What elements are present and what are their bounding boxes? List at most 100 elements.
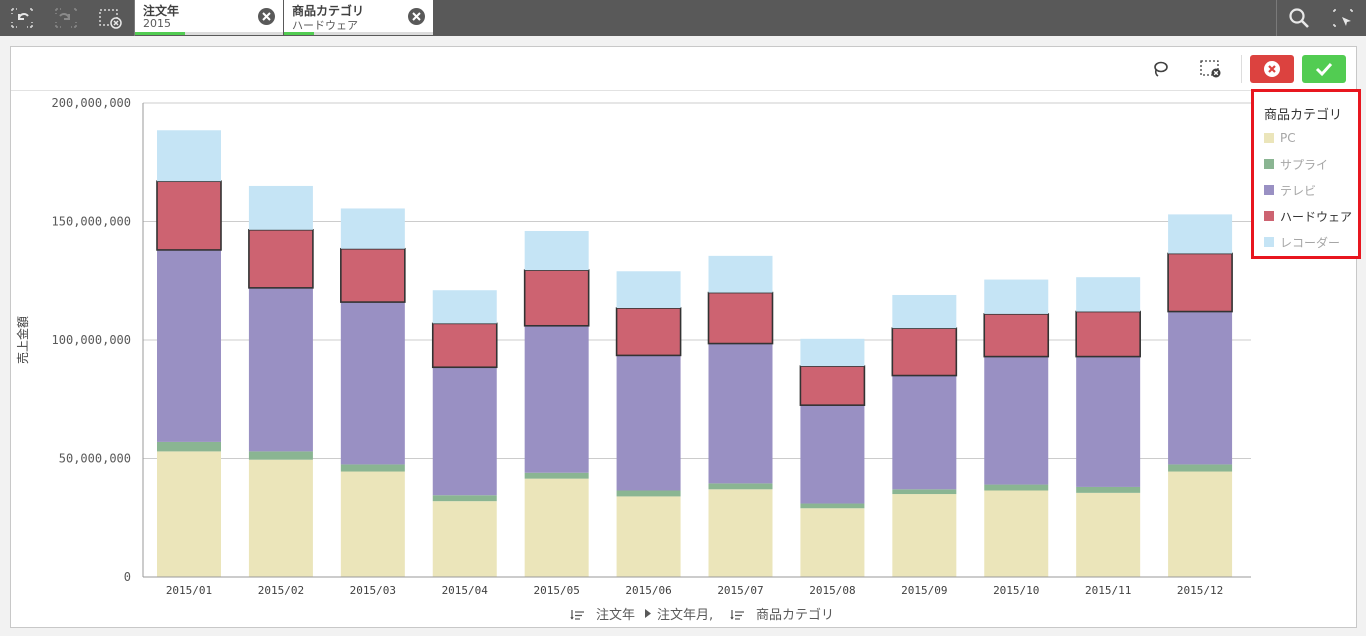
- bar-segment-tv[interactable]: [984, 356, 1049, 485]
- bar-segment-recorder[interactable]: [248, 185, 313, 230]
- toolbar-divider: [134, 0, 135, 36]
- confirm-selection-button[interactable]: [1302, 55, 1346, 83]
- bar-segment-tv[interactable]: [248, 287, 313, 452]
- bar-segment-tv[interactable]: [340, 302, 405, 465]
- bar-segment-supply[interactable]: [432, 495, 497, 502]
- selection-chip-order-year[interactable]: 注文年 2015: [135, 0, 283, 35]
- bar-segment-pc[interactable]: [892, 494, 957, 577]
- bar-segment-supply[interactable]: [708, 483, 773, 490]
- bar-segment-hardware[interactable]: [431, 322, 498, 369]
- bar-segment-recorder[interactable]: [157, 130, 221, 182]
- bar-segment-supply[interactable]: [616, 490, 681, 497]
- legend: 商品カテゴリ PC サプライ テレビ ハードウェア レコーダー: [1251, 89, 1361, 259]
- close-icon[interactable]: [408, 8, 425, 25]
- bar-segment-pc[interactable]: [248, 459, 313, 577]
- y-tick-label: 0: [124, 570, 131, 584]
- legend-item-pc[interactable]: PC: [1264, 130, 1296, 146]
- legend-item-tv[interactable]: テレビ: [1264, 182, 1316, 198]
- bar-segment-supply[interactable]: [1168, 464, 1233, 472]
- cancel-selection-button[interactable]: [1250, 55, 1294, 83]
- top-toolbar: 注文年 2015 商品カテゴリ ハードウェア: [0, 0, 1366, 36]
- legend-item-recorder[interactable]: レコーダー: [1264, 234, 1340, 250]
- bar-segment-hardware[interactable]: [1167, 252, 1233, 313]
- bar-segment-supply[interactable]: [340, 464, 405, 472]
- selection-chip-product-category[interactable]: 商品カテゴリ ハードウェア: [284, 0, 433, 35]
- bar-segment-tv[interactable]: [708, 343, 773, 484]
- selection-tool-icon[interactable]: [1323, 0, 1363, 36]
- legend-label: サプライ: [1280, 157, 1329, 172]
- bar-segment-tv[interactable]: [616, 355, 681, 491]
- clear-selection-icon[interactable]: [1198, 57, 1224, 81]
- bar-segment-supply[interactable]: [984, 484, 1049, 491]
- legend-label: PC: [1280, 131, 1296, 145]
- bar-segment-supply[interactable]: [248, 451, 313, 460]
- stacked-bar-chart[interactable]: 0 50,000,000 100,000,000 150,000,000 200,000…: [11, 47, 1251, 629]
- y-tick-label: 150,000,000: [52, 215, 131, 229]
- close-icon[interactable]: [258, 8, 275, 25]
- bar-segment-recorder[interactable]: [1076, 277, 1141, 312]
- bar-segment-pc[interactable]: [616, 496, 681, 577]
- bar-segment-hardware[interactable]: [707, 291, 774, 345]
- bar-segment-pc[interactable]: [432, 501, 497, 577]
- bar-segment-pc[interactable]: [984, 490, 1049, 577]
- x-axis-title-field: 注文年: [596, 608, 635, 623]
- bar-segment-supply[interactable]: [892, 489, 957, 495]
- legend-item-supply[interactable]: サプライ: [1264, 156, 1328, 172]
- bar-segment-supply[interactable]: [524, 472, 589, 479]
- x-tick-label: 2015/11: [1085, 584, 1131, 597]
- bar-segment-tv[interactable]: [1168, 311, 1233, 465]
- bar-segment-hardware[interactable]: [799, 365, 866, 406]
- bar-segment-supply[interactable]: [800, 503, 865, 509]
- bar-segment-recorder[interactable]: [616, 271, 681, 309]
- cancel-icon: [1264, 61, 1280, 77]
- bar-segment-hardware[interactable]: [891, 327, 958, 377]
- selection-value: 2015: [143, 17, 171, 30]
- bar-segment-pc[interactable]: [1076, 492, 1141, 577]
- bar-segment-hardware[interactable]: [248, 228, 314, 289]
- lasso-icon[interactable]: [1147, 57, 1173, 81]
- x-tick-label: 2015/12: [1177, 584, 1223, 597]
- x-tick-label: 2015/04: [442, 584, 489, 597]
- step-back-icon[interactable]: [2, 0, 42, 36]
- bar-segment-hardware[interactable]: [983, 313, 1050, 358]
- bar-segment-hardware[interactable]: [523, 269, 590, 327]
- bar-segment-hardware[interactable]: [615, 307, 682, 357]
- legend-item-hardware[interactable]: ハードウェア: [1264, 208, 1352, 224]
- bar-segment-tv[interactable]: [1076, 356, 1141, 487]
- bar-segment-supply[interactable]: [1076, 486, 1141, 493]
- y-axis-title: 売上金額: [15, 316, 30, 364]
- bar-segment-supply[interactable]: [157, 441, 221, 452]
- bar-segment-hardware[interactable]: [340, 247, 406, 303]
- x-tick-label: 2015/10: [993, 584, 1039, 597]
- bar-segment-recorder[interactable]: [340, 208, 405, 249]
- bar-segment-pc[interactable]: [800, 508, 865, 577]
- bar-segment-hardware[interactable]: [156, 180, 222, 251]
- bar-segment-tv[interactable]: [892, 375, 957, 490]
- search-icon[interactable]: [1279, 0, 1319, 36]
- toolbar-divider: [1241, 55, 1242, 83]
- bar-segment-recorder[interactable]: [1168, 214, 1233, 254]
- selection-toolbar: [11, 47, 1356, 91]
- bar-segment-pc[interactable]: [524, 478, 589, 577]
- bar-segment-recorder[interactable]: [800, 338, 865, 367]
- bar-segment-pc[interactable]: [1168, 471, 1233, 577]
- bar-segment-recorder[interactable]: [432, 290, 497, 324]
- y-tick-label: 200,000,000: [52, 96, 131, 110]
- bar-segment-tv[interactable]: [800, 405, 865, 504]
- bar-segment-pc[interactable]: [157, 451, 221, 577]
- bar-segment-recorder[interactable]: [984, 279, 1049, 314]
- bar-segment-recorder[interactable]: [708, 255, 773, 293]
- bar-segment-recorder[interactable]: [892, 294, 957, 329]
- bar-segment-pc[interactable]: [708, 489, 773, 577]
- bar-segment-tv[interactable]: [157, 249, 221, 442]
- legend-swatch: [1264, 133, 1274, 143]
- selection-bar: [135, 32, 283, 35]
- bar-segment-hardware[interactable]: [1075, 310, 1141, 358]
- bar-segment-recorder[interactable]: [524, 230, 589, 271]
- bar-segment-tv[interactable]: [432, 367, 497, 496]
- bar-segment-pc[interactable]: [340, 471, 405, 577]
- drilldown-arrow-icon: [645, 609, 651, 618]
- step-forward-icon[interactable]: [46, 0, 86, 36]
- bar-segment-tv[interactable]: [524, 325, 589, 473]
- clear-selections-icon[interactable]: [90, 0, 130, 36]
